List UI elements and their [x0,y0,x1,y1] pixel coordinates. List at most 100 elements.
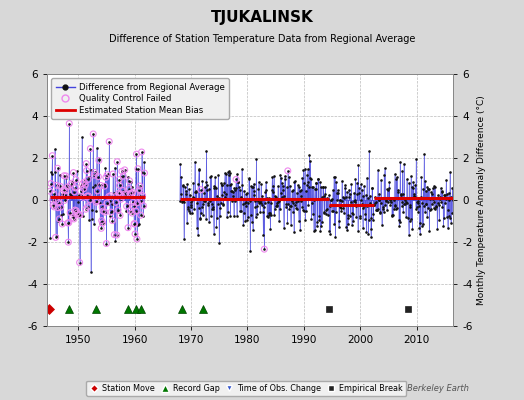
Point [195,166,204,172]
Point [394,189,402,196]
Point [247,211,255,218]
Point [245,176,253,183]
Point [291,202,300,208]
Point [345,194,354,200]
Point [282,184,291,190]
Point [60,172,68,179]
Point [423,184,432,190]
Point [61,188,70,194]
Point [126,208,135,214]
Point [135,221,143,228]
Point [118,168,126,174]
Point [407,216,416,222]
Point [203,182,211,188]
Point [262,187,270,193]
Point [112,193,121,200]
Point [233,171,241,178]
Point [72,176,80,183]
Point [268,174,277,180]
Point [264,214,272,221]
Point [248,227,257,233]
Point [315,179,324,185]
Point [223,214,231,220]
Point [420,209,429,215]
Point [93,188,102,194]
Point [397,198,406,205]
Point [406,218,414,225]
Point [73,210,81,216]
Point [439,195,447,201]
Point [61,192,69,198]
Point [78,180,86,187]
Point [252,214,260,220]
Point [260,246,268,252]
Point [305,152,314,158]
Point [137,149,146,155]
Point [191,159,199,165]
Point [331,234,340,241]
Point [311,226,319,233]
Point [326,197,335,204]
Point [281,196,289,202]
Point [95,157,103,164]
Point [434,202,443,208]
Point [224,169,232,175]
Point [212,185,220,191]
Point [442,214,451,221]
Point [275,218,283,224]
Point [98,204,106,210]
Point [268,187,276,194]
Point [361,215,369,222]
Point [96,182,105,189]
Point [63,184,72,190]
Point [77,188,85,194]
Point [188,196,196,203]
Point [306,158,314,165]
Point [62,173,70,179]
Point [194,181,202,188]
Point [399,209,407,215]
Point [224,172,233,178]
Point [138,192,147,199]
Point [254,197,262,204]
Point [302,208,310,214]
Point [291,178,299,184]
Point [198,204,206,210]
Point [310,228,318,234]
Point [409,185,417,191]
Point [442,177,451,183]
Point [125,186,133,192]
Point [298,175,307,182]
Point [253,203,261,210]
Point [201,216,210,222]
Point [353,190,362,197]
Point [139,203,148,209]
Point [449,197,457,204]
Point [260,204,268,210]
Point [428,200,436,207]
Point [351,199,359,206]
Point [95,156,104,163]
Point [60,197,69,204]
Point [269,173,278,179]
Point [112,193,121,200]
Point [234,179,243,185]
Point [113,158,122,165]
Point [445,197,453,204]
Point [80,186,88,192]
Point [130,221,139,227]
Point [71,207,79,213]
Point [83,204,92,210]
Point [199,200,208,207]
Point [229,189,237,196]
Point [273,200,281,206]
Point [131,231,139,237]
Point [225,168,233,174]
Point [176,198,184,204]
Point [300,180,309,186]
Point [370,200,379,206]
Point [277,190,285,196]
Point [53,233,61,240]
Point [85,217,93,224]
Point [430,199,439,205]
